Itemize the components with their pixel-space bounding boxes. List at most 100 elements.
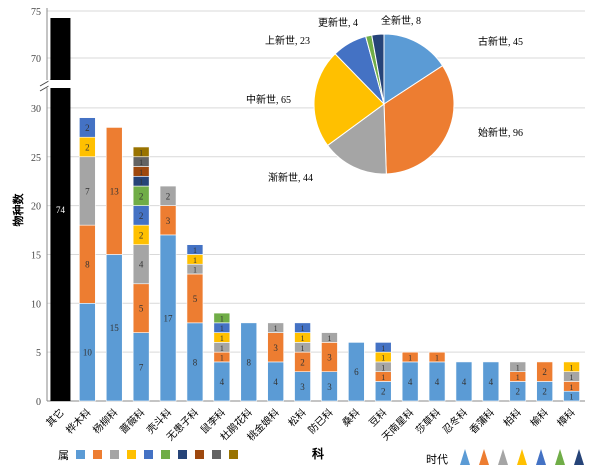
y-tick-label: 75 xyxy=(31,7,41,18)
x-tick-label: 忍冬科 xyxy=(440,406,470,436)
data-label: 10 xyxy=(83,348,93,358)
data-label: 1 xyxy=(193,256,197,265)
x-tick-label: 防已科 xyxy=(305,406,335,436)
bar-segment xyxy=(159,185,177,206)
bar-segment xyxy=(240,322,258,402)
data-label: 1 xyxy=(274,324,278,333)
bar-segment xyxy=(294,322,311,333)
legend-genus-swatch xyxy=(195,450,204,459)
y-tick-label: 25 xyxy=(31,153,41,164)
x-tick-label: 柏科 xyxy=(501,406,524,429)
data-label: 1 xyxy=(570,363,574,372)
bar-segment-other xyxy=(50,18,71,401)
data-label: 13 xyxy=(110,186,120,196)
bar-segment xyxy=(79,117,96,138)
pie-label: 上新世, 23 xyxy=(265,34,310,47)
data-label: 1 xyxy=(139,158,143,167)
legend-genus-swatch xyxy=(229,450,238,459)
pie-label: 全新世, 8 xyxy=(381,14,421,27)
legend-genus-swatch xyxy=(93,450,102,459)
pie-label: 更新世, 4 xyxy=(318,16,358,29)
data-label: 15 xyxy=(110,323,120,333)
pie-slice xyxy=(383,65,455,175)
bar-segment xyxy=(563,361,580,372)
data-label: 1 xyxy=(435,354,439,363)
data-label: 1 xyxy=(220,314,224,323)
data-label: 4 xyxy=(273,377,278,387)
data-label: 1 xyxy=(408,354,412,363)
x-axis-title: 科 xyxy=(312,446,324,461)
x-tick-label: 其它 xyxy=(43,406,66,429)
data-label: 1 xyxy=(193,266,197,275)
pie-label: 渐新世, 44 xyxy=(268,171,313,184)
data-label: 1 xyxy=(220,324,224,333)
data-label: 1 xyxy=(570,393,574,402)
legend-genus-swatch xyxy=(212,450,221,459)
data-label: 1 xyxy=(570,383,574,392)
data-label: 2 xyxy=(542,387,547,397)
data-label: 1 xyxy=(193,246,197,255)
data-label: 3 xyxy=(273,343,278,353)
bar-segment xyxy=(105,127,123,255)
data-label: 1 xyxy=(220,344,224,353)
bar-segment xyxy=(482,361,500,402)
x-tick-label: 蔷薇科 xyxy=(117,406,147,436)
legend-era-triangle xyxy=(536,449,546,465)
data-label: 17 xyxy=(164,313,174,323)
bar-segment xyxy=(401,351,419,363)
pie-label: 始新世, 96 xyxy=(478,126,523,139)
bar-segment xyxy=(321,332,338,343)
legend-genus-swatch xyxy=(144,450,153,459)
pie-slice xyxy=(383,33,444,105)
legend-era-triangle xyxy=(479,449,489,465)
data-label: 2 xyxy=(516,387,521,397)
legend-era-title: 时代 xyxy=(426,453,448,466)
x-tick-label: 豆科 xyxy=(366,406,389,429)
legend-era-triangle xyxy=(498,449,508,465)
x-tick-label: 松科 xyxy=(285,406,308,429)
x-tick-label: 桑科 xyxy=(339,406,362,429)
x-tick-label: 榆科 xyxy=(527,406,550,429)
data-label: 4 xyxy=(220,377,225,387)
bar-segment xyxy=(186,244,204,255)
data-label: 5 xyxy=(193,294,198,304)
data-label: 2 xyxy=(300,357,305,367)
data-label: 1 xyxy=(516,373,520,382)
data-label: 2 xyxy=(542,367,547,377)
data-label: 8 xyxy=(247,357,252,367)
legend-genus-title: 属 xyxy=(58,449,69,462)
bar-segment xyxy=(374,342,392,353)
data-label: 1 xyxy=(139,168,143,177)
data-label: 1 xyxy=(301,324,305,333)
data-label: 7 xyxy=(85,186,90,196)
y-tick-label: 70 xyxy=(31,54,41,65)
data-label: 3 xyxy=(300,382,305,392)
data-label: 5 xyxy=(139,304,144,314)
legend-era-triangle xyxy=(555,449,565,465)
x-tick-label: 莎草科 xyxy=(413,406,443,436)
data-label: 1 xyxy=(516,363,520,372)
x-tick-label: 桦木科 xyxy=(63,406,93,436)
bar-segment xyxy=(536,361,553,382)
data-label: 1 xyxy=(570,373,574,382)
data-label: 8 xyxy=(193,357,198,367)
legend-genus-swatch xyxy=(110,450,119,459)
data-label: 4 xyxy=(139,260,144,270)
data-label: 3 xyxy=(327,353,332,363)
data-label: 4 xyxy=(462,377,467,387)
data-label: 4 xyxy=(489,377,494,387)
legend-era-triangle xyxy=(574,449,584,465)
y-tick-label: 15 xyxy=(31,250,41,261)
bar-segment xyxy=(348,342,365,402)
y-axis-title: 物种数 xyxy=(11,193,25,227)
pie-slice xyxy=(371,33,385,105)
data-label: 2 xyxy=(381,387,386,397)
data-label: 3 xyxy=(166,216,171,226)
bar-segment xyxy=(509,361,527,372)
y-tick-label: 0 xyxy=(36,397,41,408)
data-label: 2 xyxy=(139,211,144,221)
bar-segment xyxy=(267,322,284,333)
legend-genus-swatch xyxy=(178,450,187,459)
pie-label: 中新世, 65 xyxy=(246,93,291,106)
